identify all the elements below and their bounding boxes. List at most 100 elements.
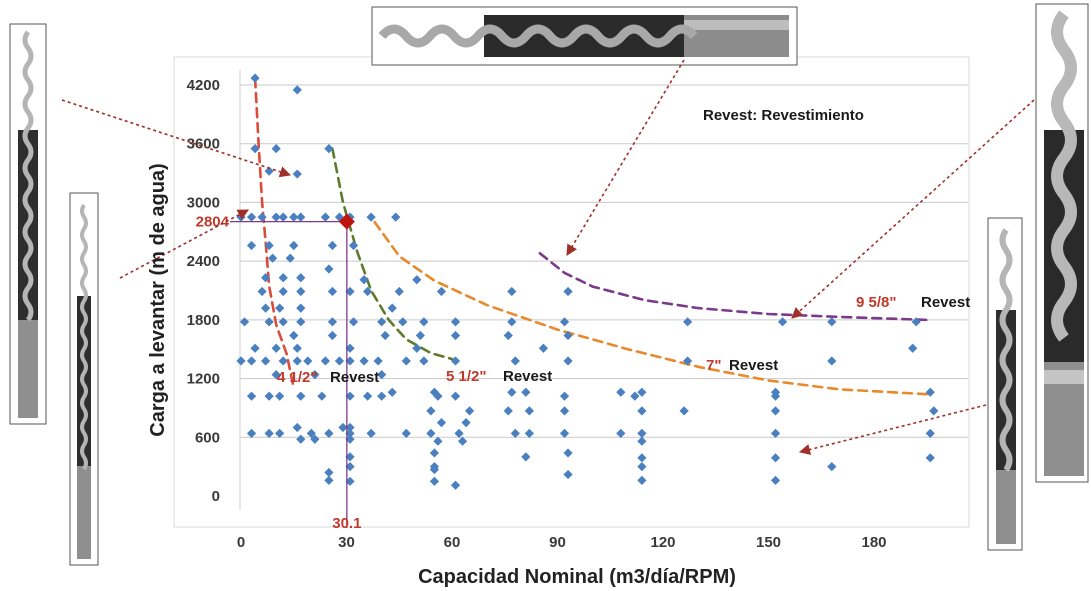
scatter-point: [373, 356, 383, 366]
scatter-point: [510, 356, 520, 366]
scatter-point: [348, 317, 359, 327]
scatter-point: [412, 343, 422, 353]
scatter-point: [292, 85, 302, 95]
scatter-point: [366, 428, 376, 438]
scatter-point: [524, 406, 534, 416]
scatter-point: [433, 391, 443, 401]
scatter-point: [377, 317, 387, 327]
scatter-point: [429, 448, 440, 458]
x-tick-label: 90: [549, 534, 566, 551]
scatter-point: [387, 387, 397, 397]
scatter-point: [401, 428, 411, 438]
scatter-point: [310, 434, 320, 444]
scatter-point: [261, 356, 271, 366]
scatter-point: [637, 462, 647, 472]
scatter-point: [637, 453, 647, 463]
scatter-point: [521, 387, 531, 397]
scatter-point: [637, 475, 647, 485]
y-tick-label: 1800: [187, 312, 220, 329]
x-tick-label: 120: [650, 534, 675, 551]
highlight-point: [338, 213, 355, 230]
highlight-guides: 2804 30.1: [196, 213, 361, 532]
scatter-point: [317, 391, 327, 401]
scatter-point: [503, 330, 513, 341]
y-tick-label: 3000: [187, 194, 220, 211]
trend-curve: [253, 76, 296, 390]
scatter-point: [246, 240, 257, 251]
scatter-point: [275, 391, 285, 401]
scatter-point: [246, 356, 257, 366]
scatter-point: [345, 343, 355, 353]
scatter-point: [327, 286, 338, 297]
scatter-point: [538, 343, 549, 353]
label-7-num: 7": [706, 357, 721, 374]
scatter-point: [289, 330, 299, 341]
scatter-point: [296, 286, 306, 297]
scatter-point: [345, 286, 355, 297]
scatter-point: [925, 428, 935, 438]
scatter-point: [911, 317, 921, 327]
scatter-point: [345, 422, 355, 433]
scatter-point: [334, 356, 345, 366]
scatter-point: [563, 286, 573, 297]
scatter-point: [261, 303, 271, 313]
scatter-point: [324, 144, 334, 154]
scatter-point: [770, 391, 781, 401]
label-5-half-num: 5 1/2": [446, 368, 486, 385]
y-tick-label: 2400: [187, 253, 220, 270]
scatter-point: [457, 436, 468, 446]
scatter-point: [464, 406, 475, 416]
scatter-point: [264, 317, 274, 327]
scatter-point: [450, 391, 461, 401]
scatter-point: [278, 273, 288, 283]
scatter-point: [433, 436, 443, 446]
scatter-point: [507, 317, 517, 327]
scatter-point: [296, 212, 306, 222]
scatter-point: [925, 453, 935, 463]
scatter-point: [264, 240, 274, 251]
scatter-point: [450, 480, 461, 490]
scatter-point: [426, 406, 436, 416]
scatter-point: [827, 462, 837, 472]
scatter-point: [303, 356, 313, 366]
scatter-point: [271, 212, 281, 222]
scatter-point: [429, 464, 440, 475]
x-tick-labels: 0 30 60 90 120 150 180: [237, 534, 887, 551]
scatter-point: [398, 317, 408, 327]
scatter-point: [679, 406, 689, 416]
x-tick-label: 30: [338, 534, 355, 551]
scatter-point: [246, 428, 257, 438]
highlight-x-label: 30.1: [332, 515, 361, 532]
scatter-point: [683, 317, 693, 327]
scatter-point: [285, 253, 295, 263]
scatter-point: [637, 406, 647, 416]
scatter-point: [345, 434, 355, 444]
scatter-point: [324, 475, 334, 485]
label-5-half-word: Revest: [503, 368, 552, 385]
scatter-point: [394, 286, 404, 297]
scatter-point: [278, 286, 288, 297]
scatter-point: [412, 275, 422, 285]
scatter-point: [363, 391, 373, 401]
scatter-point: [415, 330, 425, 341]
scatter-point: [503, 406, 513, 416]
scatter-point: [278, 356, 288, 366]
scatter-point: [436, 418, 447, 428]
scatter-point: [559, 391, 570, 401]
trend-curve: [373, 220, 929, 396]
pointer-arrows: [61, 59, 1035, 455]
scatter-point: [510, 428, 520, 438]
pump-image-left-2: [69, 192, 99, 566]
scatter-point: [264, 166, 274, 176]
trend-curves: [253, 76, 929, 396]
scatter-point: [770, 406, 781, 416]
scatter-point: [327, 330, 338, 341]
label-4-half-num: 4 1/2": [277, 369, 317, 386]
scatter-point: [630, 391, 640, 401]
scatter-point: [507, 387, 517, 397]
scatter-point: [264, 428, 274, 438]
scatter-point: [278, 212, 288, 222]
scatter-point: [563, 330, 573, 341]
scatter-point: [559, 406, 570, 416]
